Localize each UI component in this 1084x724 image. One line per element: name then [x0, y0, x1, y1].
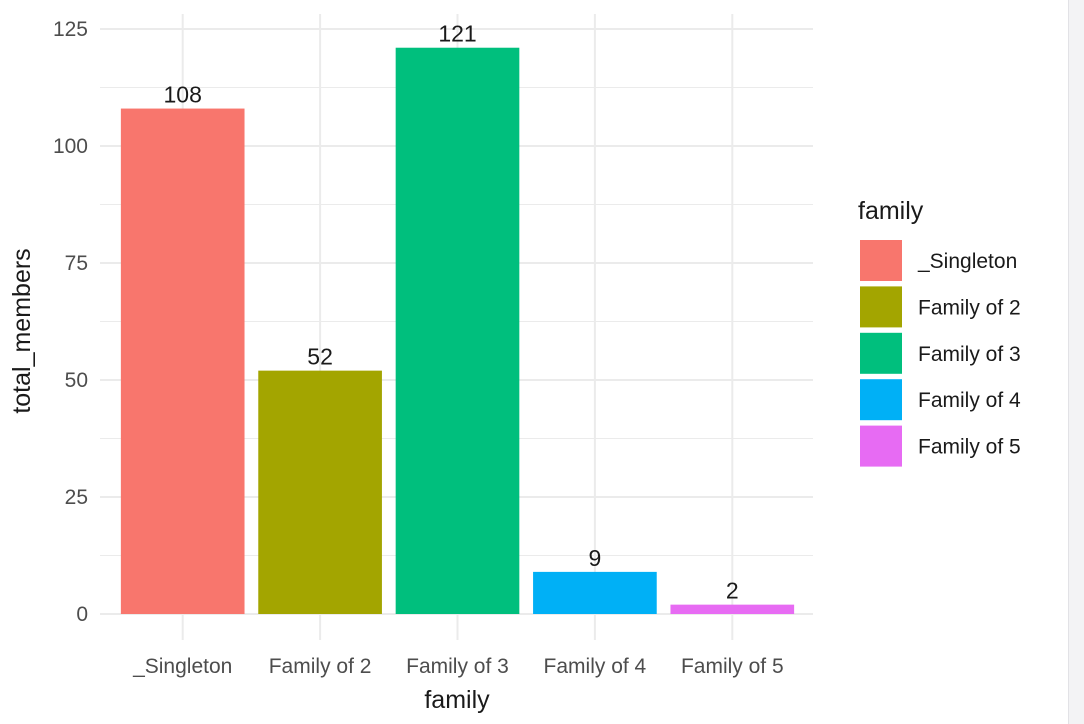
y-axis-ticks: 0 25 50 75 100 125 — [53, 18, 88, 626]
legend-label: Family of 3 — [918, 343, 1021, 366]
legend-label: Family of 2 — [918, 296, 1021, 319]
y-tick-label: 50 — [65, 369, 88, 392]
bar-value-label: 108 — [164, 82, 202, 108]
legend: family _Singleton Family of 2 Family of 3 F… — [858, 197, 1021, 467]
bars — [120, 47, 795, 615]
legend-swatch — [860, 379, 902, 421]
x-tick-label: Family of 5 — [681, 655, 784, 678]
x-tick-label: Family of 4 — [544, 655, 647, 678]
bar-1 — [120, 108, 245, 614]
x-tick-label: _Singleton — [132, 655, 232, 678]
bar-3 — [395, 47, 520, 615]
legend-swatch — [860, 425, 902, 467]
bar-value-label: 2 — [726, 578, 739, 604]
legend-swatch — [860, 332, 902, 374]
bar-value-labels: 108 52 121 9 2 — [164, 21, 739, 604]
legend-label: Family of 5 — [918, 436, 1021, 459]
y-tick-label: 125 — [53, 18, 88, 41]
x-axis-ticks: _Singleton Family of 2 Family of 3 Family o… — [132, 655, 784, 678]
bar-value-label: 52 — [307, 344, 333, 370]
bar-chart: 108 52 121 9 2 0 25 50 75 100 125 _Singleton Famil… — [8, 14, 1021, 714]
x-axis-title: family — [424, 686, 490, 714]
y-tick-label: 75 — [65, 252, 88, 275]
legend-swatch — [860, 240, 902, 281]
legend-label: Family of 4 — [918, 389, 1021, 412]
bar-value-label: 9 — [589, 545, 602, 571]
x-tick-label: Family of 2 — [269, 655, 372, 678]
y-axis-title: total_members — [8, 248, 36, 413]
window-edge-strip — [1068, 0, 1084, 724]
legend-title: family — [858, 197, 924, 225]
y-tick-label: 25 — [65, 486, 88, 509]
x-tick-label: Family of 3 — [406, 655, 509, 678]
bar-5 — [670, 604, 795, 614]
legend-label: _Singleton — [917, 250, 1017, 273]
legend-swatch — [860, 286, 902, 328]
y-tick-label: 100 — [53, 135, 88, 158]
bar-4 — [533, 571, 657, 614]
bar-2 — [258, 370, 382, 614]
bar-value-label: 121 — [438, 21, 476, 47]
y-tick-label: 0 — [76, 603, 88, 626]
